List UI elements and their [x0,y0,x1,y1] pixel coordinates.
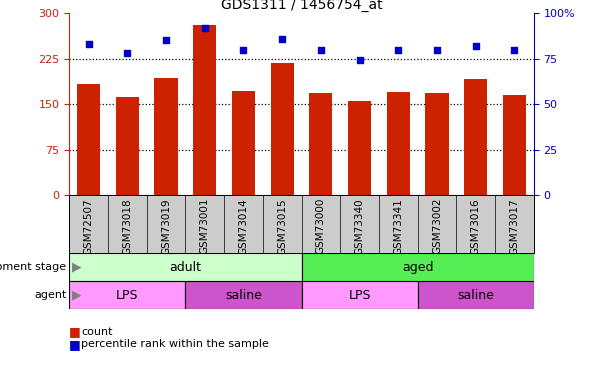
Point [510,46,519,53]
Bar [348,101,371,195]
Text: GSM73019: GSM73019 [161,198,171,255]
Text: GSM73017: GSM73017 [510,198,519,255]
Point [355,57,364,63]
Text: development stage: development stage [0,262,66,272]
Text: GSM73014: GSM73014 [238,198,248,255]
Point [200,25,210,31]
Text: ■: ■ [69,338,81,351]
Bar [309,93,332,195]
Text: GSM73016: GSM73016 [470,198,481,255]
Text: ■: ■ [69,326,81,338]
Bar [116,97,139,195]
Point [471,43,481,49]
Title: GDS1311 / 1456754_at: GDS1311 / 1456754_at [221,0,382,12]
Point [432,46,442,53]
Text: GSM73341: GSM73341 [393,198,403,255]
Text: GSM72507: GSM72507 [84,198,93,255]
Text: agent: agent [34,290,66,300]
Text: GSM73001: GSM73001 [200,198,210,254]
Text: adult: adult [169,261,201,274]
Bar [193,25,216,195]
Bar [77,84,100,195]
Bar [425,93,449,195]
Bar [271,63,294,195]
Text: GSM73015: GSM73015 [277,198,287,255]
Text: LPS: LPS [349,289,371,302]
Text: ▶: ▶ [68,289,82,302]
Text: saline: saline [457,289,494,302]
Text: percentile rank within the sample: percentile rank within the sample [81,339,270,349]
Bar [464,79,487,195]
Bar [186,281,302,309]
Text: count: count [81,327,113,337]
Bar [387,92,410,195]
Point [239,46,248,53]
Point [316,46,326,53]
Text: LPS: LPS [116,289,139,302]
Text: aged: aged [402,261,434,274]
Bar [69,253,302,281]
Text: ▶: ▶ [68,261,82,274]
Text: GSM73000: GSM73000 [316,198,326,254]
Point [277,36,287,42]
Bar [69,281,186,309]
Point [161,38,171,44]
Bar [302,253,534,281]
Bar [503,95,526,195]
Text: GSM73018: GSM73018 [122,198,133,255]
Bar [417,281,534,309]
Point [84,41,93,47]
Text: saline: saline [225,289,262,302]
Text: GSM73340: GSM73340 [355,198,365,255]
Point [393,46,403,53]
Point [122,50,132,56]
Bar [154,78,178,195]
Text: GSM73002: GSM73002 [432,198,442,254]
Bar [302,281,417,309]
Bar [232,91,255,195]
